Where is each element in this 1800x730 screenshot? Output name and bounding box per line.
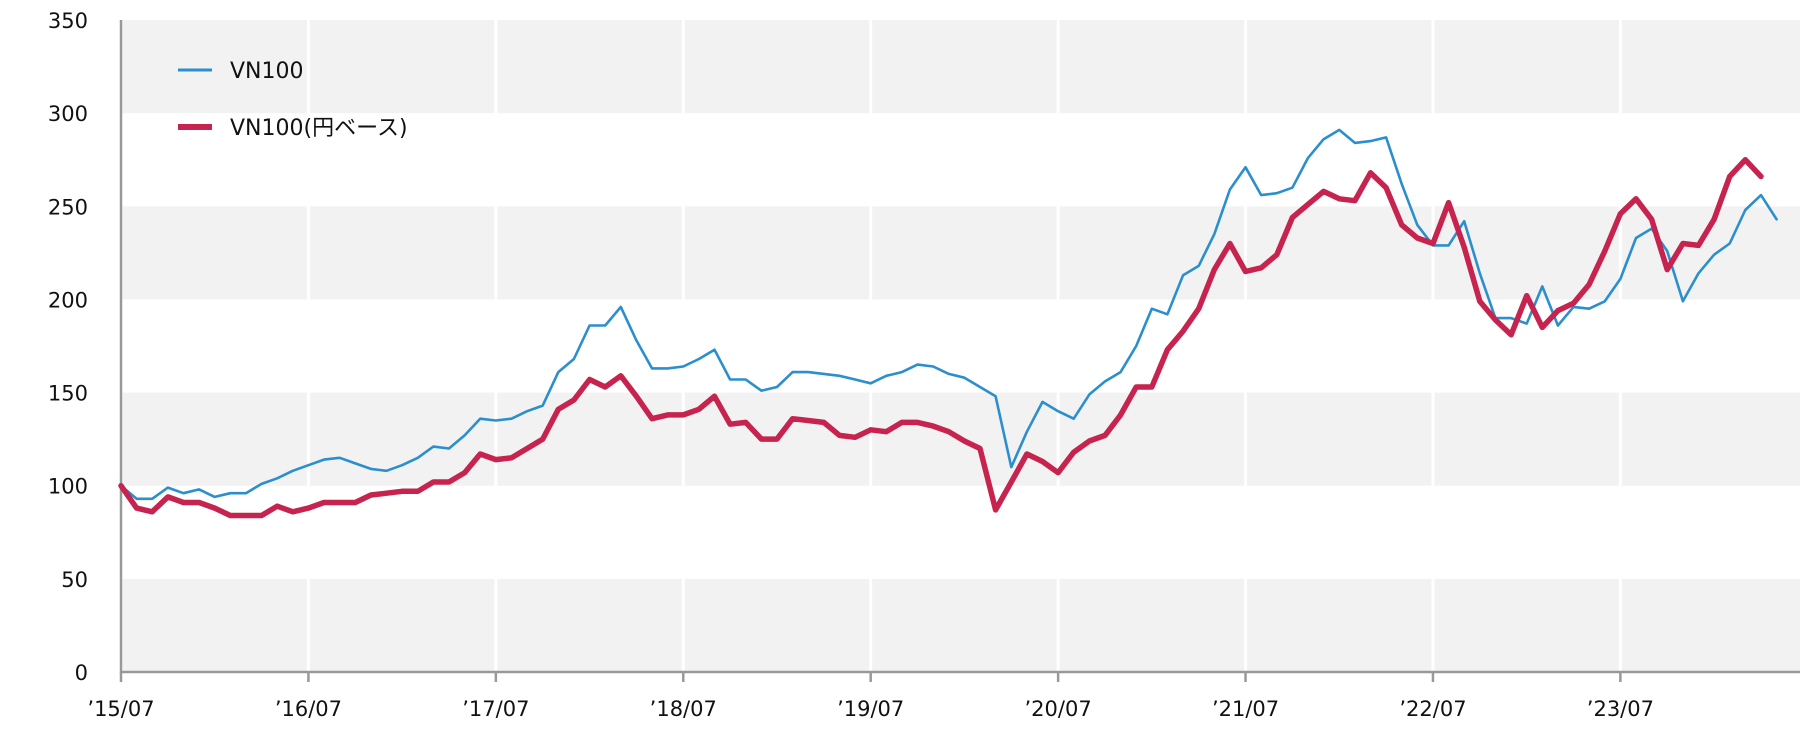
grid-band	[121, 113, 1800, 207]
x-axis-ticks: ’15/07 ’16/07 ’17/07 ’18/07 ’19/07 ’20/07 ’21/…	[87, 672, 1654, 721]
x-tick-label: ’20/07	[1025, 697, 1092, 721]
y-tick-label: 50	[61, 568, 88, 592]
x-tick-label: ’23/07	[1587, 697, 1654, 721]
series-line-vn100	[119, 128, 1778, 501]
x-tick-label: ’22/07	[1399, 697, 1466, 721]
legend: VN100 VN100(円ベース)	[178, 59, 408, 141]
grid-band	[121, 485, 1800, 579]
x-tick-label: ’17/07	[462, 697, 529, 721]
grid-band	[121, 299, 1800, 393]
series-line-vn100-yen	[118, 156, 1764, 519]
grid-band	[121, 206, 1800, 300]
x-tick-label: ’16/07	[275, 697, 342, 721]
y-tick-label: 200	[48, 288, 88, 312]
y-tick-label: 0	[75, 661, 88, 685]
y-tick-label: 300	[48, 102, 88, 126]
x-tick-label: ’21/07	[1212, 697, 1279, 721]
x-tick-label: ’15/07	[87, 697, 154, 721]
legend-label-vn100-yen: VN100(円ベース)	[230, 116, 408, 141]
y-tick-label: 350	[48, 9, 88, 33]
x-tick-label: ’18/07	[650, 697, 717, 721]
y-axis-ticks: 0 50 100 150 200 250 300 350	[48, 9, 88, 685]
axes	[119, 20, 1800, 674]
legend-label-vn100: VN100	[230, 59, 304, 84]
y-tick-label: 250	[48, 195, 88, 219]
x-tick-label: ’19/07	[837, 697, 904, 721]
series-layer	[118, 128, 1778, 519]
grid-band	[121, 20, 1800, 114]
y-tick-label: 100	[48, 475, 88, 499]
y-tick-label: 150	[48, 382, 88, 406]
grid-band	[121, 578, 1800, 672]
